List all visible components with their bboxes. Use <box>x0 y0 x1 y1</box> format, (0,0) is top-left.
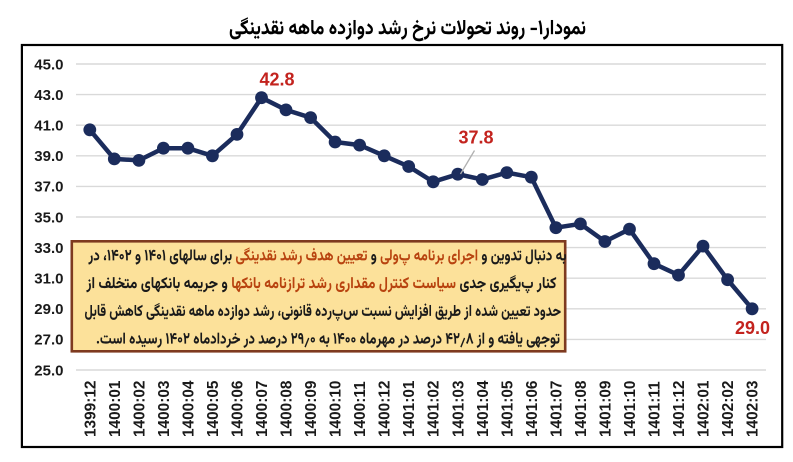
svg-text:39.0: 39.0 <box>34 148 63 165</box>
svg-text:1401:03: 1401:03 <box>450 381 467 437</box>
svg-text:1400:02: 1400:02 <box>131 381 148 437</box>
svg-text:1399:12: 1399:12 <box>82 381 99 437</box>
svg-text:29.0: 29.0 <box>34 301 63 318</box>
svg-text:1401:09: 1401:09 <box>597 381 614 437</box>
svg-text:1401:01: 1401:01 <box>401 380 418 437</box>
svg-text:1400:06: 1400:06 <box>230 381 247 437</box>
svg-text:45.0: 45.0 <box>34 56 63 73</box>
svg-text:43.0: 43.0 <box>34 87 63 104</box>
svg-text:1401:07: 1401:07 <box>548 381 565 437</box>
svg-text:1400:10: 1400:10 <box>328 381 345 437</box>
svg-text:1400:11: 1400:11 <box>352 381 369 437</box>
svg-text:1402:02: 1402:02 <box>720 381 737 437</box>
svg-text:41.0: 41.0 <box>34 118 63 135</box>
svg-text:25.0: 25.0 <box>34 362 63 379</box>
svg-text:1400:09: 1400:09 <box>303 381 320 437</box>
svg-text:37.8: 37.8 <box>458 128 493 148</box>
svg-text:1400:08: 1400:08 <box>279 380 296 437</box>
svg-text:42.8: 42.8 <box>259 70 294 90</box>
svg-text:1402:01: 1402:01 <box>696 380 713 437</box>
svg-text:37.0: 37.0 <box>34 179 63 196</box>
svg-text:1400:01: 1400:01 <box>107 380 124 437</box>
svg-text:1401:10: 1401:10 <box>622 381 639 437</box>
svg-text:1401:02: 1401:02 <box>426 381 443 437</box>
svg-text:1401:04: 1401:04 <box>475 380 492 437</box>
svg-text:1401:05: 1401:05 <box>499 380 516 437</box>
svg-text:31.0: 31.0 <box>34 271 63 288</box>
svg-text:29.0: 29.0 <box>735 318 770 338</box>
svg-text:1400:12: 1400:12 <box>377 381 394 437</box>
svg-text:1401:06: 1401:06 <box>524 381 541 437</box>
svg-text:33.0: 33.0 <box>34 240 63 257</box>
svg-text:1401:11: 1401:11 <box>647 381 664 437</box>
svg-text:27.0: 27.0 <box>34 332 63 349</box>
svg-text:1402:03: 1402:03 <box>745 381 762 437</box>
svg-text:1401:08: 1401:08 <box>573 380 590 437</box>
svg-text:1400:04: 1400:04 <box>180 380 197 437</box>
svg-text:1400:05: 1400:05 <box>205 380 222 437</box>
svg-text:35.0: 35.0 <box>34 209 63 226</box>
svg-text:1400:07: 1400:07 <box>254 381 271 437</box>
svg-text:1400:03: 1400:03 <box>156 381 173 437</box>
svg-text:1401:12: 1401:12 <box>671 381 688 437</box>
